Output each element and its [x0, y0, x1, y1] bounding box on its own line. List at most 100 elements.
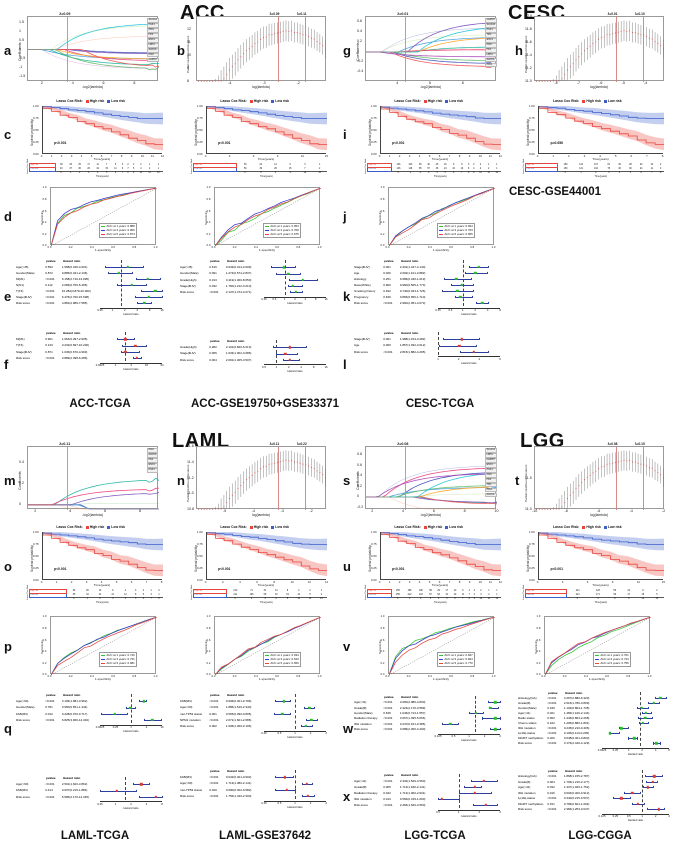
forest-ci-cap-high: [637, 737, 638, 740]
risk-time-tick: 3: [603, 171, 615, 175]
panel-h2-km-cesc-gse44001-risk-ylabel: Lasso Cox Risk: [523, 158, 525, 174]
panel-p-roc-laml-tcga-xtick: 0.0: [47, 674, 52, 679]
risk-table-row: Low risk 221 171 99 47 18 5: [524, 593, 665, 598]
forest-variable: M(M1): [16, 337, 25, 342]
forest-pvalue: 0.346: [547, 705, 555, 710]
forest-ci-line: [287, 285, 303, 287]
forest-variable: Age(>60): [16, 782, 29, 787]
forest-variable: Risk score: [354, 301, 369, 305]
forest-row: Race(White) 0.900 0.960(0.505-1.773): [354, 282, 434, 288]
forest-variable: Stage(Ⅲ-Ⅳ): [180, 283, 196, 288]
forest-ci-cap-high: [488, 265, 489, 269]
forest-ci-cap-high: [487, 271, 488, 275]
forest-pvalue: <0.001: [45, 355, 55, 360]
forest-point: [288, 358, 291, 361]
forest-hazard-ratio: 0.604(0.400-0.912): [563, 790, 590, 795]
panel-s-coefficients-xtick: 2: [371, 509, 374, 514]
forest-ci-cap-high: [663, 808, 665, 811]
risk-time-tick: 4: [93, 171, 103, 175]
forest-pvalue: 0.004: [209, 357, 217, 362]
auc-legend-item: AUC at 1 years: 0.654: [265, 224, 299, 228]
panel-r-forest-multi-laml-tcga-header: pvalue Hazard ratio: [16, 775, 98, 781]
forest-axis-tick: 4: [136, 308, 138, 313]
forest-row: Gender(Male) 0.091 1.274(0.574-2.837): [180, 270, 260, 276]
gene-key: SLC2A1: [485, 448, 497, 453]
forest-ci-cap-high: [657, 780, 658, 783]
panel-a-coefficients-ytick: -0.5: [19, 55, 26, 60]
panel-o2-km-laml-gse37642-pvalue: p<0.001: [218, 566, 231, 571]
forest-ci-cap-high: [290, 712, 291, 715]
forest-variable: Age: [354, 343, 360, 348]
panel-f2-forest-multi-acc-gse-xlabel: Hazard ratio: [287, 368, 303, 373]
forest-row: IDH mutation 0.016 0.604(0.400-0.912): [518, 790, 598, 796]
risk-time-tick: 0: [66, 597, 82, 601]
forest-ci-cap-low: [645, 775, 646, 778]
risk-group-label: Low risk: [524, 593, 568, 598]
forest-point: [472, 350, 476, 353]
panel-letter-q: q: [4, 721, 12, 736]
gene-key: PFKL: [485, 62, 497, 68]
auc-legend-item: AUC at 1 years: 0.694: [439, 224, 473, 228]
panel-g-coefficients-lambda-label: λ=0.01: [397, 11, 409, 16]
panel-v-roc-lgg-tcga-xtick: 0.4: [427, 674, 432, 679]
panel-x2-forest-multi-lgg-cgga-xlabel: Hazard ratio: [627, 817, 644, 822]
panel-g-coefficients-xtick: 6: [429, 81, 431, 86]
panel-c2-km-acc-gse-risk-ylabel: Lasso Cox Risk: [191, 158, 193, 174]
risk-table-time-row: 0 1 2 3 4 5 6 7 8 9 10 11 12: [368, 597, 501, 601]
forest-header-pvalue: pvalue: [46, 776, 56, 781]
risk-time-tick: 15: [312, 171, 327, 175]
auc-legend-item: AUC at 5 years: 0.681: [101, 661, 135, 665]
risk-count: 66: [72, 590, 76, 592]
risk-count: 1: [318, 164, 321, 166]
panel-u2-km-lgg-cgga-xtick: 15: [661, 580, 666, 585]
forest-variable: Age(>60): [16, 699, 29, 704]
risk-count: 15: [288, 167, 292, 170]
panel-g-coefficients-ytick: 0.2: [357, 39, 362, 44]
panel-p2-roc-laml-gse37642-xtick: 0.0: [211, 674, 216, 679]
forest-header-hr: Hazard ratio: [227, 769, 245, 774]
panel-k-forest-uni-cesc-tcga: pvalue Hazard ratio Stage(Ⅲ-Ⅳ) 0.001 2.431(1…: [354, 258, 504, 320]
legend-high-risk: High risk: [249, 525, 268, 529]
risk-time-tick: 3: [253, 171, 269, 175]
forest-hazard-ratio: 1.706(1.210-2.177): [563, 779, 590, 784]
risk-count: 9: [121, 167, 124, 170]
panel-t-deviance-xtick: -8: [564, 509, 568, 514]
risk-count: 7: [304, 167, 306, 170]
forest-ci-cap-low: [459, 350, 461, 353]
forest-row: NPM1 mutation <0.001 2.071(1.601-2.686): [180, 717, 260, 723]
risk-count: 2: [320, 593, 322, 596]
panel-u-km-lgg-tcga-xtick: 3: [408, 580, 411, 585]
forest-hazard-ratio: 2.071(1.601-2.686): [225, 717, 252, 722]
risk-time-tick: 3: [424, 171, 433, 175]
forest-row: Gender(Male) 0.872 0.886(0.431-2.136): [16, 270, 96, 276]
panel-t-deviance-xtick: -6: [597, 509, 601, 514]
panel-e-forest-uni-acc-tcga-header: pvalue Hazard ratio: [16, 258, 98, 264]
forest-axis-tick: 2: [309, 801, 312, 806]
risk-time-tick: 7: [646, 171, 658, 175]
panel-d-roc-acc-tcga-ytick: 0.2: [42, 231, 47, 236]
risk-count: 11: [114, 167, 117, 170]
forest-pvalue: 0.001: [383, 337, 391, 342]
risk-count: 57: [427, 167, 430, 170]
risk-count: 2: [487, 167, 490, 170]
panel-b-deviance-annotation: λ=0.09: [269, 11, 280, 16]
risk-time-tick: 8: [281, 597, 294, 601]
forest-pvalue: <0.001: [383, 727, 393, 732]
risk-time-tick: 5: [442, 597, 451, 601]
panel-q2-forest-uni-laml-gse-reference-line: [295, 694, 296, 730]
forest-row: Age(>41) <0.001 3.090(2.080-4.800): [354, 699, 434, 704]
forest-ci-cap-high: [300, 272, 301, 275]
forest-ci-cap-high: [305, 346, 307, 349]
risk-count: 50: [243, 164, 247, 166]
panel-f2-forest-multi-acc-gse-reference-line: [276, 340, 278, 363]
panel-n-deviance-ytick: 11.2: [187, 475, 194, 480]
forest-variable: Age(>45): [16, 265, 29, 269]
forest-axis-tick: 1: [468, 734, 470, 739]
panel-c2-km-acc-gse: Lasso Cox Risk: High risk Low risk p<0.001 T…: [190, 98, 330, 180]
forest-variable: Risk score: [180, 290, 195, 295]
panel-c2-km-acc-gse-pvalue: p<0.001: [218, 140, 231, 145]
risk-count: 106: [249, 593, 254, 596]
forest-pvalue: 0.040: [209, 787, 217, 792]
panel-a-coefficients-ytick: -1.5: [19, 73, 26, 78]
